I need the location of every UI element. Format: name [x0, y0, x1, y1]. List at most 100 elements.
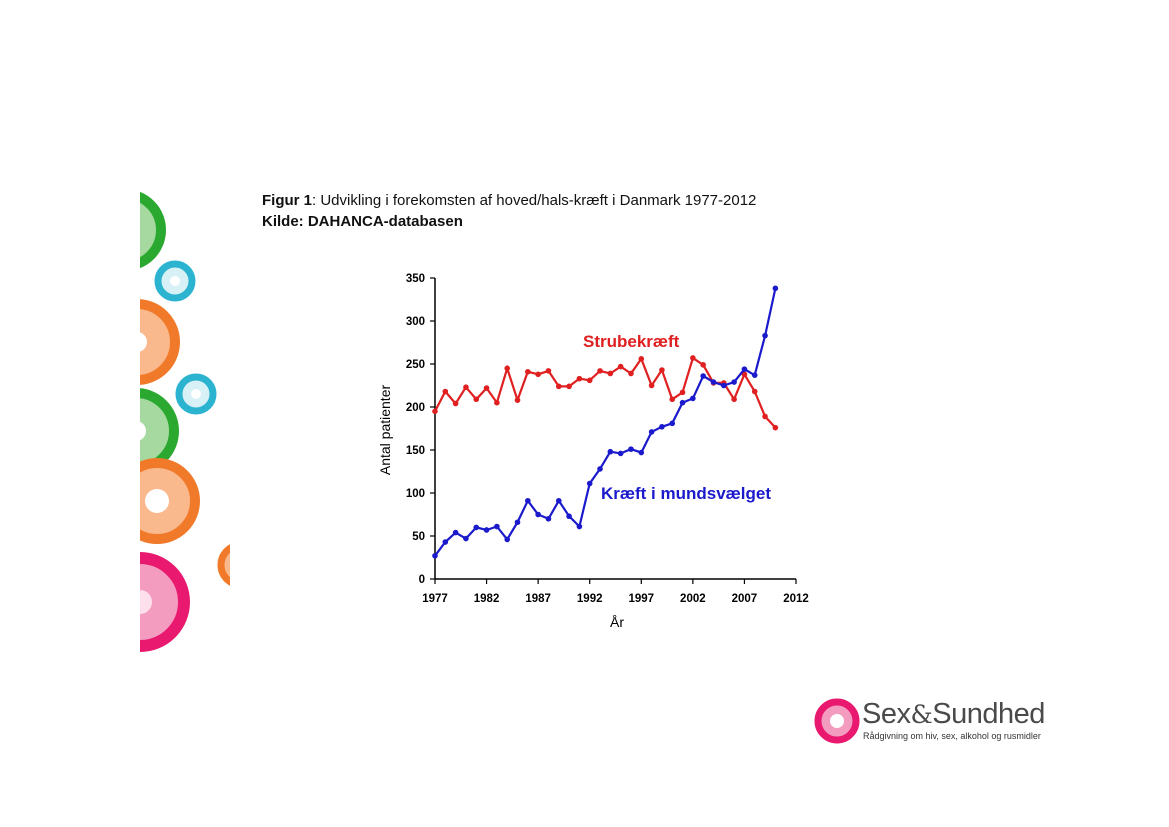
- data-point: [638, 356, 645, 362]
- data-point: [586, 480, 593, 487]
- x-tick-label: 1977: [422, 593, 448, 605]
- y-tick-label: 150: [406, 445, 425, 457]
- data-point: [566, 513, 572, 520]
- logo-name-sundhed: Sundhed: [932, 698, 1045, 730]
- data-point: [648, 382, 655, 389]
- data-point: [597, 368, 603, 374]
- data-point: [576, 375, 583, 382]
- series-label: Kræft i mundsvælget: [601, 484, 771, 503]
- logo-ring-icon: [814, 698, 860, 744]
- data-point: [762, 332, 768, 339]
- data-point: [555, 383, 562, 390]
- data-point: [700, 373, 706, 379]
- x-tick-label: 1992: [577, 593, 603, 605]
- data-point: [597, 466, 603, 472]
- data-point: [452, 400, 459, 407]
- source-label: Kilde:: [262, 213, 304, 230]
- data-point: [617, 450, 624, 457]
- data-point: [628, 446, 634, 452]
- data-point: [731, 379, 737, 385]
- logo-tagline: Rådgivning om hiv, sex, alkohol og rusmi…: [863, 731, 1041, 741]
- data-point: [731, 396, 737, 403]
- data-point: [432, 408, 438, 415]
- data-point: [452, 529, 459, 536]
- data-point: [525, 368, 531, 375]
- series-label: Strubekræft: [583, 332, 680, 351]
- x-axis-label: År: [610, 614, 624, 630]
- data-point: [504, 365, 511, 372]
- data-point: [432, 552, 438, 559]
- data-point: [535, 511, 541, 518]
- data-point: [473, 396, 480, 403]
- data-point: [679, 399, 686, 406]
- data-point: [463, 384, 469, 391]
- data-point: [772, 285, 779, 292]
- y-tick-label: 0: [419, 574, 425, 586]
- data-point: [483, 527, 490, 533]
- data-point: [648, 429, 655, 435]
- data-point: [535, 371, 541, 378]
- series-line: [434, 356, 777, 429]
- data-point: [504, 536, 511, 543]
- x-tick-label: 1997: [628, 593, 654, 605]
- data-point: [772, 424, 779, 431]
- caption-line: Figur 1: Udvikling i forekomsten af hove…: [262, 190, 756, 211]
- data-point: [494, 399, 500, 406]
- y-tick-label: 350: [406, 273, 425, 285]
- data-point: [721, 382, 727, 389]
- data-point: [545, 368, 552, 374]
- data-point: [463, 535, 469, 542]
- data-point: [751, 388, 758, 395]
- data-point: [617, 363, 624, 370]
- data-point: [566, 383, 572, 390]
- data-point: [473, 524, 480, 531]
- caption-label: Figur 1: [262, 192, 313, 209]
- data-point: [751, 372, 758, 378]
- decorative-circles: [140, 191, 230, 652]
- logo-name: Sex&Sundhed: [862, 698, 1045, 731]
- y-axis-label: Antal patienter: [377, 385, 393, 476]
- data-point: [607, 370, 614, 377]
- data-point: [607, 448, 614, 455]
- figure-caption: Figur 1: Udvikling i forekomsten af hove…: [262, 190, 756, 232]
- data-point: [669, 396, 676, 403]
- y-tick-label: 50: [412, 531, 425, 543]
- y-tick-label: 250: [406, 359, 425, 371]
- sex-og-sundhed-logo: Sex&Sundhed Rådgivning om hiv, sex, alko…: [812, 698, 1052, 748]
- data-point: [669, 420, 676, 427]
- data-point: [659, 367, 665, 373]
- data-point: [494, 523, 500, 530]
- data-point: [483, 385, 490, 391]
- x-tick-label: 2007: [732, 593, 758, 605]
- data-point: [555, 497, 562, 504]
- data-point: [710, 379, 717, 385]
- data-point: [514, 519, 521, 526]
- caption-text: : Udvikling i forekomsten af hoved/hals-…: [312, 192, 757, 209]
- data-point: [762, 413, 768, 420]
- x-tick-label: 1987: [525, 593, 551, 605]
- data-point: [741, 371, 748, 378]
- source-text: DAHANCA-databasen: [303, 213, 463, 230]
- data-point: [545, 516, 552, 522]
- data-point: [628, 370, 634, 377]
- logo-amp: &: [910, 700, 933, 729]
- data-point: [659, 423, 665, 430]
- y-tick-label: 300: [406, 316, 425, 328]
- logo-name-sex: Sex: [862, 698, 911, 730]
- data-point: [690, 395, 696, 402]
- x-tick-label: 1982: [474, 593, 500, 605]
- y-tick-label: 200: [406, 402, 425, 414]
- y-tick-label: 100: [406, 488, 425, 500]
- data-point: [741, 366, 748, 372]
- x-tick-label: 2012: [783, 593, 809, 605]
- data-point: [442, 539, 449, 545]
- source-line: Kilde: DAHANCA-databasen: [262, 211, 756, 232]
- data-point: [586, 377, 593, 384]
- data-point: [514, 397, 521, 403]
- data-point: [576, 523, 583, 530]
- data-point: [525, 497, 531, 504]
- data-point: [700, 362, 706, 368]
- data-point: [679, 389, 686, 396]
- data-point: [690, 355, 696, 361]
